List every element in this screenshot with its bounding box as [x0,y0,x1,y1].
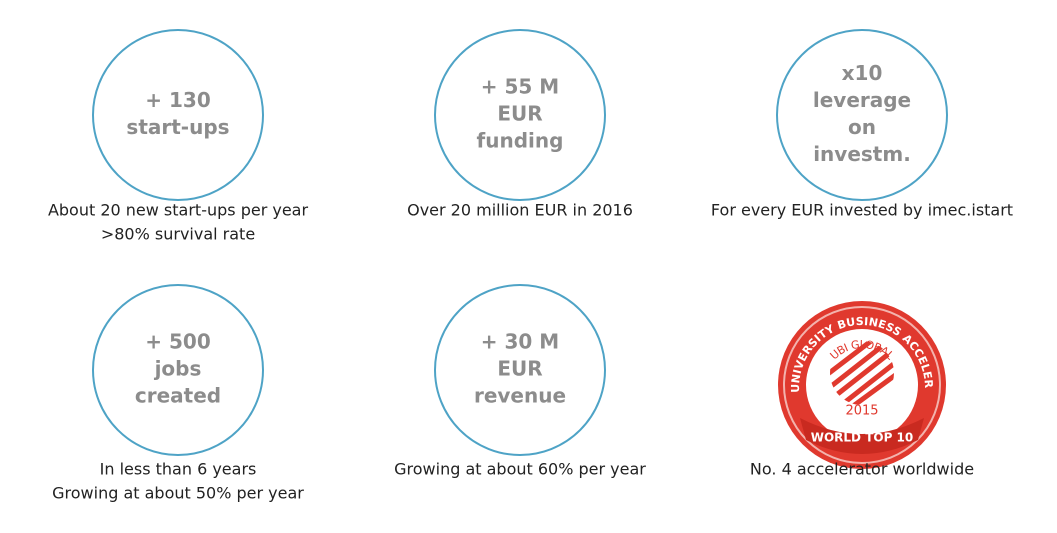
caption: Growing at about 50% per year [52,484,304,503]
stat-text: start-ups [126,115,229,139]
stat-text: + 55 M [481,75,559,99]
caption: About 20 new start-ups per year [48,201,309,220]
caption: Growing at about 60% per year [394,460,646,479]
stat-circle [776,29,948,201]
stat-text: investm. [813,142,911,166]
stat-text: funding [477,129,564,153]
badge-ribbon-text: WORLD TOP 10 [811,431,914,445]
badge-ring [783,306,941,464]
badge-arc-text: TOP UNIVERSITY BUSINESS ACCELERATOR [0,0,935,393]
badge-ribbon [800,418,924,454]
stat-circle [434,284,606,456]
stat-text: leverage [813,88,911,112]
stat-text: jobs [154,357,202,381]
caption: No. 4 accelerator worldwide [750,460,974,479]
stat-text: EUR [497,357,542,381]
caption: Over 20 million EUR in 2016 [407,201,633,220]
stat-text: on [848,115,876,139]
stat-circle [92,29,264,201]
badge-year: 2015 [845,404,878,419]
stat-text: + 130 [145,88,210,112]
stat-text: + 500 [145,330,210,354]
stat-text: created [135,384,221,408]
stat-circle [92,284,264,456]
caption: >80% survival rate [101,225,255,244]
caption: For every EUR invested by imec.istart [711,201,1013,220]
caption: In less than 6 years [100,460,257,479]
badge-arc-path: TOP UNIVERSITY BUSINESS ACCELERATOR [0,0,935,393]
stat-text: + 30 M [481,330,559,354]
stat-text: x10 [842,61,883,85]
stat-text: revenue [474,384,566,408]
stat-circle [434,29,606,201]
stat-text: EUR [497,102,542,126]
